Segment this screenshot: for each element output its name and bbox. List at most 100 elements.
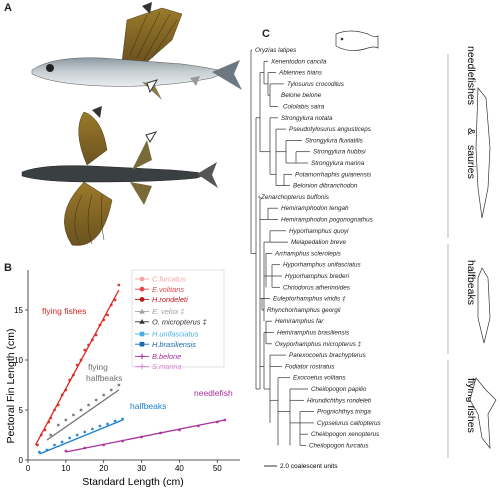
legend-label: S.marina (152, 362, 182, 371)
y-tick-label: 0 (19, 456, 24, 465)
data-point (53, 443, 56, 447)
dorsal-view-fish (21, 106, 218, 246)
taxon-label: Hemiramphus far (275, 318, 324, 325)
taxon-label: Hirundichthys rondeleti (307, 397, 372, 404)
panel-label-a: A (4, 2, 12, 14)
taxon-label: Cypselurus callopterus (317, 420, 382, 427)
tree-branches (250, 49, 314, 446)
legend-label: H.unifasciatus (152, 330, 199, 339)
taxon-label: Parexocoetus brachypterus (289, 352, 367, 359)
arrow-marker-gray (190, 76, 200, 86)
legend-marker (139, 353, 145, 360)
legend-marker (139, 286, 145, 292)
taxon-label: Hemiramphus brasiliensis (277, 330, 350, 337)
x-tick-label: 10 (61, 464, 70, 473)
data-point (90, 427, 94, 431)
x-axis-label: Standard Length (cm) (82, 476, 184, 488)
x-tick-label: 0 (26, 464, 31, 473)
group-label-needlefishes: needlefishes (465, 46, 477, 105)
taxon-label: Ablennes hians (278, 70, 323, 77)
legend-label: E.volitans (152, 285, 184, 294)
legend-label: E. velox ‡ (152, 307, 185, 316)
needlefish-icon (475, 87, 491, 219)
scale-bar-label: 2.0 coalescent units (280, 463, 338, 470)
phylogenetic-tree: Oryzias latipes Xenentodon cancila Ablenne… (250, 30, 497, 470)
taxon-label: Pseudotylosurus angusticeps (289, 126, 372, 133)
legend-marker (139, 331, 145, 337)
group-label-sauries: sauries (465, 145, 477, 179)
taxon-label: Prognichthys tringa (317, 409, 371, 416)
medaka-icon (335, 30, 379, 51)
data-point (106, 313, 109, 317)
taxon-label: Fodiator rostratus (285, 363, 335, 370)
y-tick-label: 5 (19, 406, 24, 415)
chart-axes: 0 10 20 30 40 50 0 5 10 15 (14, 270, 240, 473)
panel-label-c: C (262, 28, 270, 40)
y-axis-label: Pectoral Fin Length (cm) (5, 329, 17, 444)
taxon-label: Strongylura notata (281, 115, 333, 122)
data-point (106, 422, 109, 426)
x-tick-label: 40 (175, 464, 184, 473)
legend-marker (139, 363, 145, 370)
taxon-label: Tylosurus crocodilus (287, 81, 345, 88)
fit-line (46, 389, 120, 441)
x-tick-label: 20 (99, 464, 108, 473)
flying-fish-photos (21, 2, 242, 246)
arrow-marker-black-top (142, 2, 152, 14)
taxon-label: Chriodorus atherinoides (283, 284, 351, 291)
annotation-flying-halfbeaks: halfbeaks (86, 373, 122, 383)
fit-line (34, 289, 120, 446)
taxon-label: Belone belone (281, 92, 322, 99)
data-point (98, 424, 102, 428)
taxon-label: Belonion dibranchodon (293, 183, 358, 190)
taxon-label: Melapedalion breve (291, 239, 346, 246)
data-point (83, 430, 87, 434)
legend-label: O. micropterus ‡ (152, 317, 208, 326)
fit-line (65, 419, 225, 453)
taxon-label: Strongylura fluviatilis (305, 137, 364, 144)
data-point (36, 443, 39, 447)
data-point (83, 348, 87, 352)
chart-marks (34, 283, 227, 455)
legend-label: B.belone (152, 352, 181, 361)
lateral-view-fish (31, 2, 242, 100)
taxon-label: Oxyporhamphus micropterus ‡ (275, 341, 362, 348)
taxon-label: Euleptorhamphus viridis ‡ (273, 296, 346, 303)
taxon-label: Hyporhamphus brederi (285, 273, 350, 280)
data-point (117, 383, 121, 387)
taxon-label: Oryzias latipes (255, 47, 297, 54)
data-point (49, 433, 53, 437)
data-point (113, 419, 117, 423)
annotation-flying-fishes: flying fishes (42, 306, 86, 316)
y-tick-label: 10 (14, 356, 23, 365)
arrow-marker-white (146, 79, 159, 94)
panel-label-b: B (4, 262, 12, 274)
legend-label: C.furcatus (152, 275, 186, 284)
taxon-label: Cheilopogon furcatus (309, 443, 369, 450)
annotation-flying: flying (88, 362, 108, 372)
group-label-halfbeaks: halfbeaks (465, 260, 477, 305)
legend-label: H.brasiliensis (152, 340, 196, 349)
y-tick-label: 15 (14, 306, 23, 315)
taxon-label: Rhynchorhamphus georgii (267, 307, 341, 314)
taxon-label: Strongylura marina (311, 160, 365, 167)
taxon-label: Cheilopogon xenopterus (311, 431, 380, 438)
data-point (56, 423, 60, 427)
taxon-label: Hyporhamphus quoyi (289, 228, 349, 235)
data-point (68, 436, 72, 440)
data-point (75, 433, 79, 437)
group-label-amp: & (465, 128, 477, 135)
taxon-label: Exocoetus volitans (293, 375, 346, 382)
taxon-label: Arrhamphus sclerolepis (274, 250, 342, 257)
legend-marker (139, 308, 145, 314)
pectoral-fin-scatter-chart: 0 10 20 30 40 50 0 5 10 15 Pectoral Fin Length (c… (5, 269, 240, 488)
taxon-label: Hemiramphodon pogonognathus (281, 217, 374, 224)
data-point (79, 408, 83, 412)
annotation-halfbeaks: halfbeaks (130, 401, 166, 411)
taxon-label: Hyporhamphus unifasciatus (283, 262, 362, 269)
data-point (87, 403, 90, 407)
arrow-marker-white-dorsal (145, 131, 158, 143)
taxon-label: Strongylura hubbsi (313, 149, 366, 156)
data-point (37, 450, 41, 454)
